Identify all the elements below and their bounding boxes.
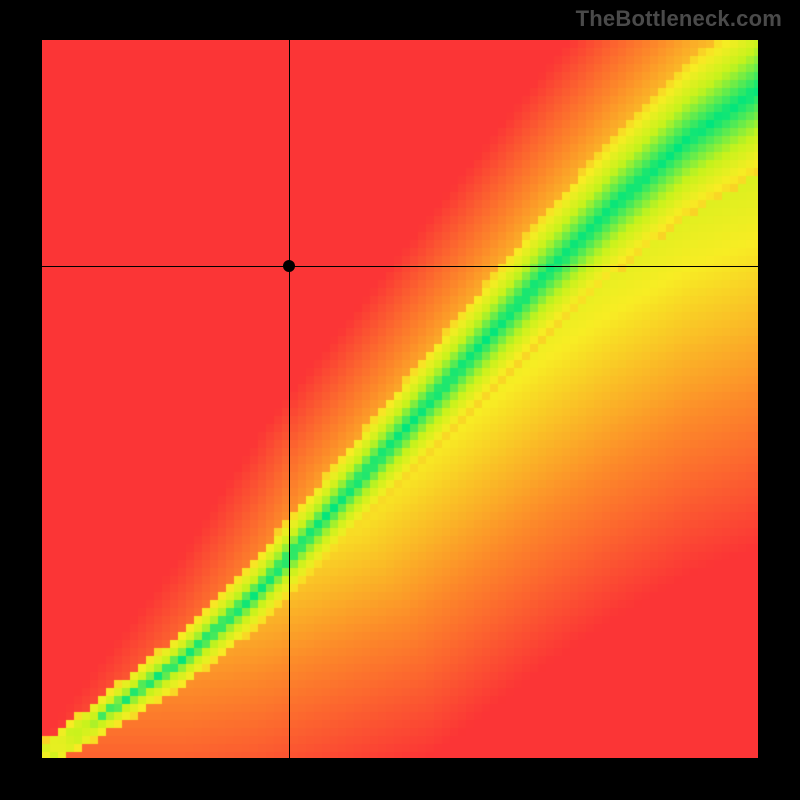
plot-area [42, 40, 758, 758]
data-point-marker [283, 260, 295, 272]
heatmap-canvas [42, 40, 758, 758]
crosshair-horizontal [42, 266, 758, 267]
chart-container: TheBottleneck.com [0, 0, 800, 800]
watermark-text: TheBottleneck.com [576, 6, 782, 32]
crosshair-vertical [289, 40, 290, 758]
